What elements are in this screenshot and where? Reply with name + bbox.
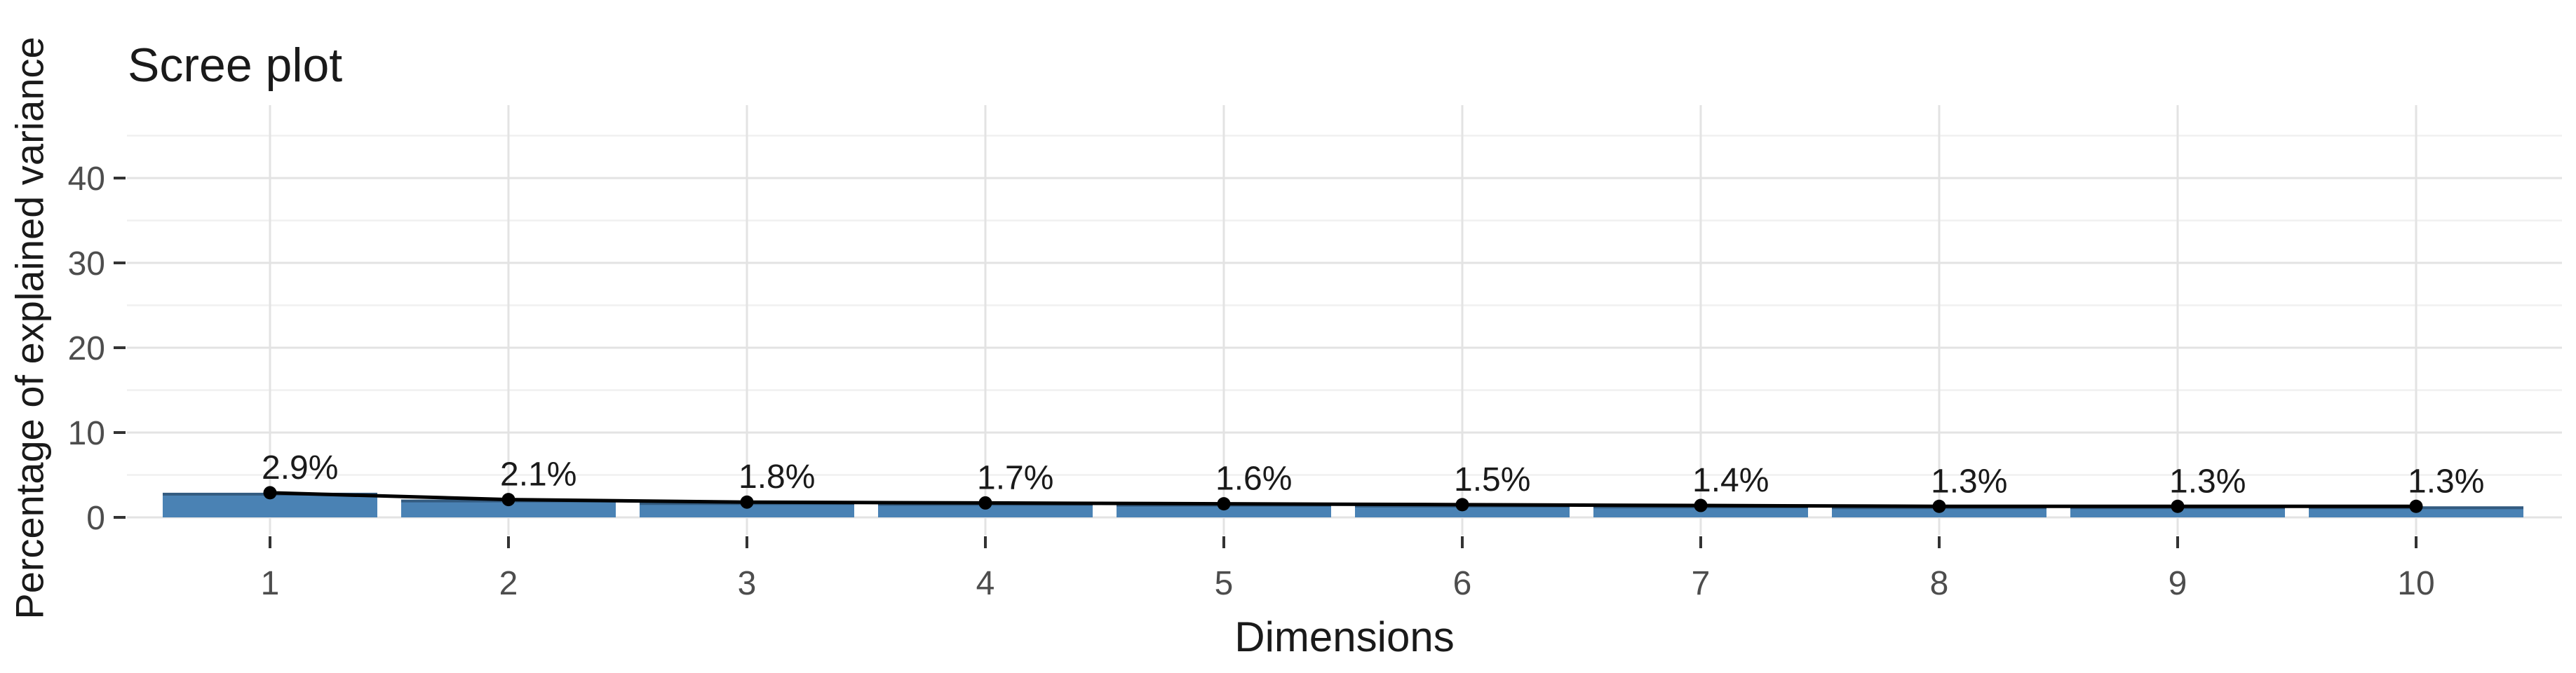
value-label: 1.3% bbox=[2169, 463, 2246, 500]
bar bbox=[640, 502, 854, 517]
value-label: 1.4% bbox=[1692, 462, 1769, 499]
trend-line bbox=[269, 491, 2416, 508]
x-tick-label: 2 bbox=[499, 565, 518, 602]
x-tick-label: 9 bbox=[2169, 565, 2187, 602]
data-point bbox=[1455, 498, 1469, 512]
x-tick-label: 6 bbox=[1453, 565, 1472, 602]
value-label: 2.1% bbox=[500, 456, 576, 494]
x-tick-label: 3 bbox=[738, 565, 757, 602]
x-axis-title: Dimensions bbox=[1234, 613, 1455, 660]
data-point bbox=[1694, 498, 1708, 512]
y-tick-label: 0 bbox=[86, 500, 105, 537]
value-label: 2.9% bbox=[262, 449, 338, 487]
data-point bbox=[263, 486, 277, 500]
bar bbox=[1117, 503, 1331, 517]
value-label: 1.3% bbox=[1931, 463, 2007, 500]
x-tick-label: 5 bbox=[1215, 565, 1234, 602]
data-point bbox=[1217, 497, 1231, 511]
y-tick-label: 10 bbox=[68, 415, 105, 452]
value-label: 1.7% bbox=[977, 459, 1053, 496]
plot-title: Scree plot bbox=[128, 39, 343, 92]
x-tick-label: 4 bbox=[976, 565, 995, 602]
data-point bbox=[2409, 499, 2423, 513]
value-label: 1.5% bbox=[1454, 461, 1530, 498]
data-point bbox=[978, 496, 992, 510]
y-axis-title: Percentage of explained variance bbox=[7, 36, 52, 620]
data-point bbox=[740, 495, 754, 509]
data-point bbox=[1932, 499, 1946, 513]
x-tick-label: 8 bbox=[1930, 565, 1949, 602]
value-label: 1.8% bbox=[739, 458, 815, 496]
value-label: 1.3% bbox=[2408, 463, 2484, 500]
bar bbox=[878, 503, 1093, 517]
x-tick-label: 1 bbox=[261, 565, 280, 602]
value-label: 1.6% bbox=[1215, 461, 1292, 498]
y-tick-label: 30 bbox=[68, 245, 105, 283]
data-point bbox=[501, 493, 515, 507]
y-tick-label: 40 bbox=[68, 161, 105, 198]
data-point bbox=[2171, 499, 2185, 513]
x-tick-label: 7 bbox=[1692, 565, 1711, 602]
x-tick-label: 10 bbox=[2397, 565, 2434, 602]
y-tick-label: 20 bbox=[68, 330, 105, 367]
